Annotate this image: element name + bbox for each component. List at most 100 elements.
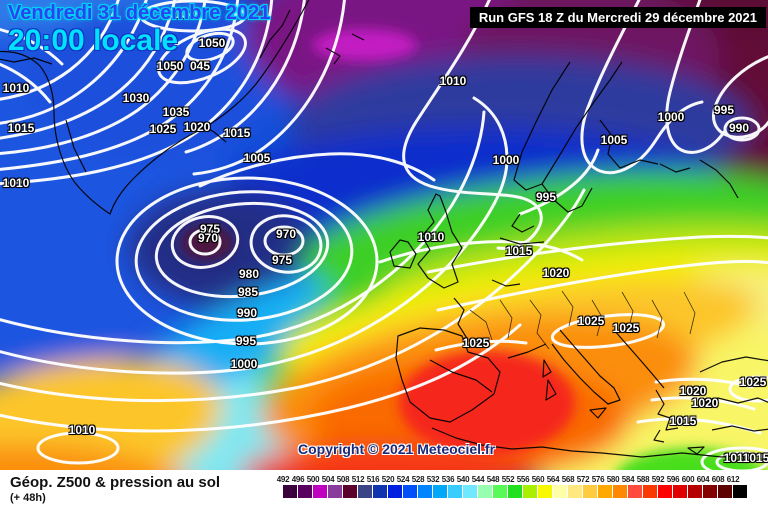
color-swatch [628,485,642,498]
color-swatch [433,485,447,498]
pressure-label: 995 [235,334,257,348]
pressure-label: 1025 [149,122,177,136]
color-swatch [553,485,567,498]
pressure-label: 1010 [417,230,445,244]
pressure-label: 1035 [162,105,190,119]
pressure-label: 1015 [669,414,697,428]
color-swatch [388,485,402,498]
copyright-text: Copyright © 2021 Meteociel.fr [298,441,496,457]
pressure-label: 980 [238,267,260,281]
color-swatch [418,485,432,498]
color-swatch [283,485,297,498]
parameter-info-box: Géop. Z500 & pression au sol (+ 48h) [0,470,272,512]
forecast-step: (+ 48h) [10,492,46,504]
color-swatch [613,485,627,498]
pressure-label: 1010 [68,423,96,437]
pressure-label: 1025 [462,336,490,350]
pressure-label: 995 [535,190,557,204]
color-swatch [688,485,702,498]
color-swatch [598,485,612,498]
color-scale: 492 496 500 504 508 512 516 520 524 528 532 536 540 5… [272,470,768,512]
pressure-label: 975 [271,253,293,267]
color-swatch [463,485,477,498]
pressure-label: 1050 [156,59,184,73]
pressure-label: 1040 [174,7,202,21]
color-swatch [733,485,747,498]
pressure-label: 970 [197,231,219,245]
scale-value: 552 [501,475,515,484]
color-swatch [328,485,342,498]
coastlines [0,0,768,458]
scale-value: 564 [546,475,560,484]
pressure-label: 985 [237,285,259,299]
color-swatch [343,485,357,498]
scale-value: 548 [486,475,500,484]
pressure-label: 1010 [2,176,30,190]
pressure-label: 1020 [691,396,719,410]
scale-value: 612 [726,475,740,484]
scale-value: 544 [471,475,485,484]
pressure-label: 1020 [183,120,211,134]
geopotential-pressure-chart [0,0,768,470]
scale-value: 600 [681,475,695,484]
scale-value: 532 [426,475,440,484]
color-swatch [568,485,582,498]
pressure-label: 1005 [600,133,628,147]
color-swatch [298,485,312,498]
color-swatch [403,485,417,498]
scale-value: 524 [396,475,410,484]
scale-value: 592 [651,475,665,484]
run-info-box: Run GFS 18 Z du Mercredi 29 décembre 202… [469,7,766,28]
parameter-title: Géop. Z500 & pression au sol [10,474,221,491]
scale-value: 608 [711,475,725,484]
scale-value: 508 [336,475,350,484]
legend-bar: Géop. Z500 & pression au sol (+ 48h) 492… [0,470,768,512]
color-swatch [673,485,687,498]
scale-value: 584 [621,475,635,484]
scale-value: 560 [531,475,545,484]
run-info-text: Run GFS 18 Z du Mercredi 29 décembre 202… [478,10,757,25]
scale-value: 588 [636,475,650,484]
pressure-label: 1020 [542,266,570,280]
color-swatch [658,485,672,498]
pressure-label: 995 [713,103,735,117]
pressure-label: 1010 [2,81,30,95]
pressure-label: 1020 [679,384,707,398]
pressure-label: 1015 [223,126,251,140]
color-swatch [583,485,597,498]
pressure-label: 1025 [739,375,767,389]
pressure-label: 1015 [742,451,768,465]
color-swatch [478,485,492,498]
scale-value: 596 [666,475,680,484]
color-swatch [313,485,327,498]
pressure-label: 1010 [723,451,751,465]
color-swatch [718,485,732,498]
scale-value: 604 [696,475,710,484]
color-swatch [373,485,387,498]
scale-value: 504 [321,475,335,484]
pressure-label: 1025 [612,321,640,335]
scale-value: 540 [456,475,470,484]
scale-value: 500 [306,475,320,484]
scale-value: 492 [276,475,290,484]
pressure-label: 1010 [439,74,467,88]
scale-value: 568 [561,475,575,484]
scale-value: 576 [591,475,605,484]
color-swatch [358,485,372,498]
valid-time: 20:00 locale [8,24,179,57]
scale-value: 572 [576,475,590,484]
color-swatch [643,485,657,498]
pressure-label: 1000 [230,357,258,371]
scale-value: 496 [291,475,305,484]
valid-datetime: Vendredi 31 décembre 2021 20:00 locale [8,3,270,57]
pressure-label: 1050 [198,36,226,50]
scale-value: 520 [381,475,395,484]
scale-value: 512 [351,475,365,484]
pressure-label: 1015 [505,244,533,258]
pressure-label: 990 [728,121,750,135]
color-swatch [508,485,522,498]
color-swatch [523,485,537,498]
weather-map: 1040 1050 1050 045 1030 1035 1025 1020 1015 1005 1… [0,0,768,470]
pressure-label: 045 [189,59,211,73]
pressure-label: 1025 [577,314,605,328]
